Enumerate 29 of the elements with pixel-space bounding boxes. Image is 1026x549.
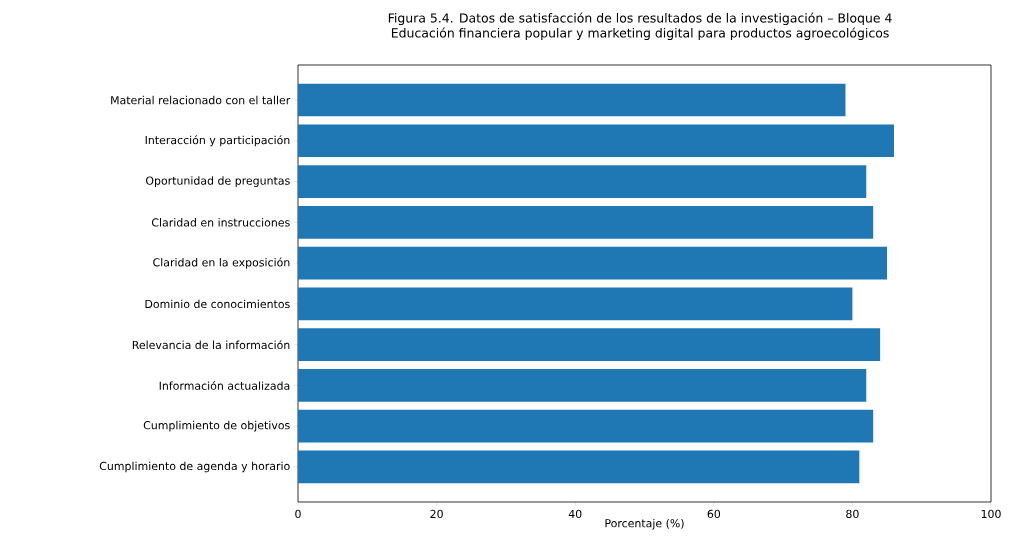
bar xyxy=(298,124,894,158)
y-tick-label: Cumplimiento de objetivos xyxy=(143,420,290,432)
y-tick-label: Material relacionado con el taller xyxy=(111,95,291,105)
x-tick-label: 0 xyxy=(295,509,301,519)
y-tick-label: Información actualizada xyxy=(159,380,290,390)
bar xyxy=(298,83,846,117)
y-tick-label: Relevancia de la información xyxy=(132,340,290,350)
y-tick-label: Dominio de conocimientos xyxy=(145,299,290,309)
x-tick-label: 100 xyxy=(981,509,1001,519)
x-axis-title: Porcentaje (%) xyxy=(605,518,684,530)
bar xyxy=(298,450,860,484)
bar xyxy=(298,246,888,280)
y-tick-label: Oportunidad de preguntas xyxy=(145,176,290,187)
bar xyxy=(298,369,867,402)
y-tick-label: Cumplimiento de agenda y horario xyxy=(99,461,290,473)
bar xyxy=(298,287,853,321)
bar xyxy=(298,328,881,361)
bar xyxy=(298,165,867,198)
chart-subtitle: Educación financiera popular y marketing digital para productos agroecológicos xyxy=(391,27,889,41)
x-tick-label: 60 xyxy=(707,509,721,519)
y-tick-label: Claridad en la exposición xyxy=(153,257,290,269)
x-tick-label: 40 xyxy=(568,509,582,519)
y-tick-label: Interacción y participación xyxy=(145,135,290,147)
bar xyxy=(298,206,874,239)
y-tick-label: Claridad en instrucciones xyxy=(151,218,290,227)
chart-title: Figura 5.4. Datos de satisfacción de los resultados de la investigación – Bloque 4 xyxy=(388,12,892,26)
x-tick-label: 80 xyxy=(846,509,859,519)
x-tick-label: 20 xyxy=(430,509,443,519)
bar xyxy=(298,409,874,443)
